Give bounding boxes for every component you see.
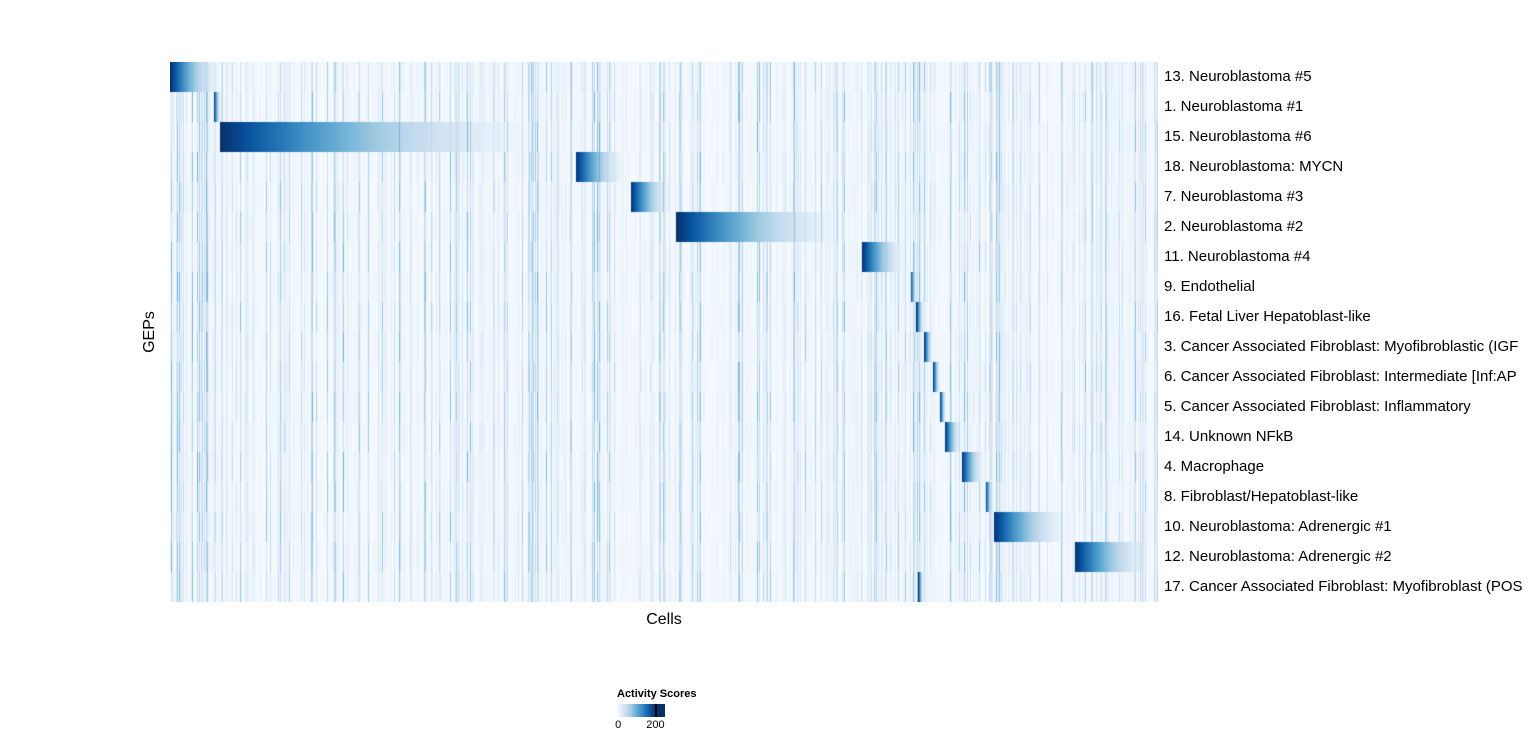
y-axis-label: GEPs [141, 311, 158, 353]
row-label: 10. Neuroblastoma: Adrenergic #1 [1164, 518, 1392, 535]
x-axis-label: Cells [646, 611, 682, 628]
legend-title: Activity Scores [617, 688, 697, 700]
legend-colorbar [617, 704, 665, 717]
legend-tick-labels: 0 200 [615, 719, 665, 733]
legend-max-tick [655, 704, 658, 717]
legend-max-label: 200 [646, 719, 665, 731]
row-label: 8. Fibroblast/Hepatoblast-like [1164, 488, 1359, 505]
row-label: 11. Neuroblastoma #4 [1164, 248, 1311, 265]
row-label: 15. Neuroblastoma #6 [1164, 128, 1312, 145]
row-label: 17. Cancer Associated Fibroblast: Myofib… [1164, 578, 1523, 595]
row-label: 14. Unknown NFkB [1164, 428, 1294, 445]
row-label: 9. Endothelial [1164, 278, 1255, 295]
row-label: 13. Neuroblastoma #5 [1164, 68, 1312, 85]
activity-scores-legend: Activity Scores 0 200 [615, 688, 737, 733]
row-labels: 13. Neuroblastoma #5 1. Neuroblastoma #1 1… [1164, 62, 1540, 602]
row-label: 4. Macrophage [1164, 458, 1265, 475]
row-label: 3. Cancer Associated Fibroblast: Myofibr… [1164, 338, 1519, 355]
row-label: 16. Fetal Liver Hepatoblast-like [1164, 308, 1371, 325]
row-label: 2. Neuroblastoma #2 [1164, 218, 1304, 235]
row-label: 12. Neuroblastoma: Adrenergic #2 [1164, 548, 1392, 565]
row-label: 18. Neuroblastoma: MYCN [1164, 158, 1344, 175]
row-label: 5. Cancer Associated Fibroblast: Inflamm… [1164, 398, 1471, 415]
row-label: 6. Cancer Associated Fibroblast: Interme… [1164, 368, 1517, 385]
legend-min-label: 0 [615, 719, 622, 731]
row-label: 1. Neuroblastoma #1 [1164, 98, 1304, 115]
row-label: 7. Neuroblastoma #3 [1164, 188, 1304, 205]
heatmap-canvas [170, 62, 1158, 602]
